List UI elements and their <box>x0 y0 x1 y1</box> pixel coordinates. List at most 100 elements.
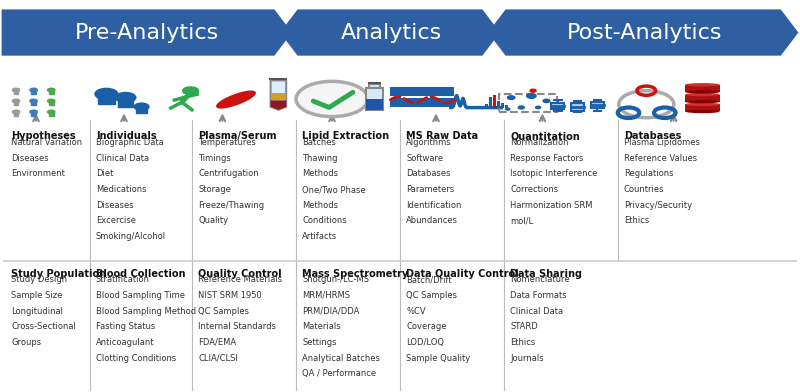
Text: Analytical Batches: Analytical Batches <box>302 354 380 363</box>
Circle shape <box>95 88 118 100</box>
Text: Journals: Journals <box>510 354 544 363</box>
Text: Blood Sampling Method: Blood Sampling Method <box>96 307 196 316</box>
Bar <box>14 91 18 94</box>
Bar <box>369 85 380 88</box>
Text: Normalization: Normalization <box>510 138 569 147</box>
Circle shape <box>30 110 38 114</box>
Circle shape <box>134 103 149 111</box>
Circle shape <box>543 99 550 103</box>
Text: Mass Spectrometry: Mass Spectrometry <box>302 269 409 279</box>
Polygon shape <box>488 9 798 56</box>
Text: STARD: STARD <box>510 322 538 331</box>
Text: Groups: Groups <box>11 338 42 347</box>
Text: MS Raw Data: MS Raw Data <box>406 131 478 142</box>
Text: %CV: %CV <box>406 307 426 316</box>
Text: One/Two Phase: One/Two Phase <box>302 185 366 194</box>
Text: Software: Software <box>406 154 443 163</box>
Text: Biographic Data: Biographic Data <box>96 138 164 147</box>
Text: Quality: Quality <box>198 216 229 225</box>
Text: Post-Analytics: Post-Analytics <box>567 22 722 43</box>
Text: Clinical Data: Clinical Data <box>96 154 149 163</box>
Bar <box>501 103 504 108</box>
Text: Sample Quality: Sample Quality <box>406 354 470 363</box>
Circle shape <box>47 110 55 114</box>
Text: Plasma/Serum: Plasma/Serum <box>198 131 277 142</box>
Text: LOD/LOQ: LOD/LOQ <box>406 338 445 347</box>
Text: Individuals: Individuals <box>96 131 157 142</box>
Text: Data Formats: Data Formats <box>510 291 567 300</box>
Text: Timings: Timings <box>198 154 231 163</box>
Text: Environment: Environment <box>11 169 65 178</box>
Text: QC Samples: QC Samples <box>198 307 250 316</box>
Bar <box>136 107 147 113</box>
Circle shape <box>12 110 20 114</box>
Text: Longitudinal: Longitudinal <box>11 307 63 316</box>
Bar <box>270 93 286 100</box>
Text: Pre-Analytics: Pre-Analytics <box>74 22 219 43</box>
Text: Diseases: Diseases <box>11 154 49 163</box>
Text: Clinical Data: Clinical Data <box>510 307 563 316</box>
Polygon shape <box>2 9 292 56</box>
Circle shape <box>296 82 368 117</box>
Text: Shotgun-/LC-MS: Shotgun-/LC-MS <box>302 275 370 284</box>
Polygon shape <box>270 80 286 110</box>
Text: Algorithms: Algorithms <box>406 138 452 147</box>
Text: Blood Sampling Time: Blood Sampling Time <box>96 291 185 300</box>
Circle shape <box>30 99 38 103</box>
Bar <box>366 99 383 110</box>
Circle shape <box>12 88 20 92</box>
Text: mol/L: mol/L <box>510 216 534 225</box>
Polygon shape <box>217 91 255 108</box>
Text: Abundances: Abundances <box>406 216 458 225</box>
Text: Ethics: Ethics <box>510 338 536 347</box>
Bar <box>685 94 720 102</box>
Text: FDA/EMA: FDA/EMA <box>198 338 237 347</box>
Ellipse shape <box>685 110 720 113</box>
Bar <box>49 91 54 94</box>
Text: Centrifugation: Centrifugation <box>198 169 259 178</box>
Text: Anticoagulant: Anticoagulant <box>96 338 154 347</box>
Circle shape <box>30 88 38 92</box>
Circle shape <box>535 106 541 109</box>
Bar <box>505 105 508 108</box>
Text: Quantitation: Quantitation <box>510 131 580 142</box>
Text: Databases: Databases <box>406 169 451 178</box>
Text: Hypotheses: Hypotheses <box>11 131 76 142</box>
Text: Diet: Diet <box>96 169 114 178</box>
Bar <box>685 104 720 111</box>
Text: Medications: Medications <box>96 185 146 194</box>
Text: Batches: Batches <box>302 138 336 147</box>
Bar <box>49 102 54 105</box>
Bar <box>499 94 557 113</box>
Text: PRM/DIA/DDA: PRM/DIA/DDA <box>302 307 360 316</box>
Ellipse shape <box>685 83 720 87</box>
Text: Databases: Databases <box>624 131 682 142</box>
Circle shape <box>12 99 20 103</box>
Text: Fasting Status: Fasting Status <box>96 322 155 331</box>
Text: Stratification: Stratification <box>96 275 150 284</box>
Text: Sample Size: Sample Size <box>11 291 62 300</box>
Text: Excercise: Excercise <box>96 216 136 225</box>
Text: Conditions: Conditions <box>302 216 347 225</box>
Text: Study Population: Study Population <box>11 269 106 279</box>
Circle shape <box>530 89 536 92</box>
Bar <box>591 102 604 108</box>
Bar <box>390 98 454 107</box>
Text: CLIA/CLSI: CLIA/CLSI <box>198 354 238 363</box>
Text: Freeze/Thawing: Freeze/Thawing <box>198 201 265 210</box>
Circle shape <box>182 87 198 95</box>
Circle shape <box>526 94 536 98</box>
Text: Temperatures: Temperatures <box>198 138 256 147</box>
Bar <box>31 102 36 105</box>
Bar <box>14 113 18 116</box>
Bar <box>493 95 496 108</box>
Text: Diseases: Diseases <box>96 201 134 210</box>
Polygon shape <box>280 9 500 56</box>
Bar <box>270 78 287 80</box>
Bar <box>49 113 54 116</box>
Text: Nomenclature: Nomenclature <box>510 275 570 284</box>
Ellipse shape <box>685 100 720 103</box>
Text: Cross-Sectional: Cross-Sectional <box>11 322 76 331</box>
Bar <box>571 103 584 111</box>
Text: Data Quality Control: Data Quality Control <box>406 269 519 279</box>
